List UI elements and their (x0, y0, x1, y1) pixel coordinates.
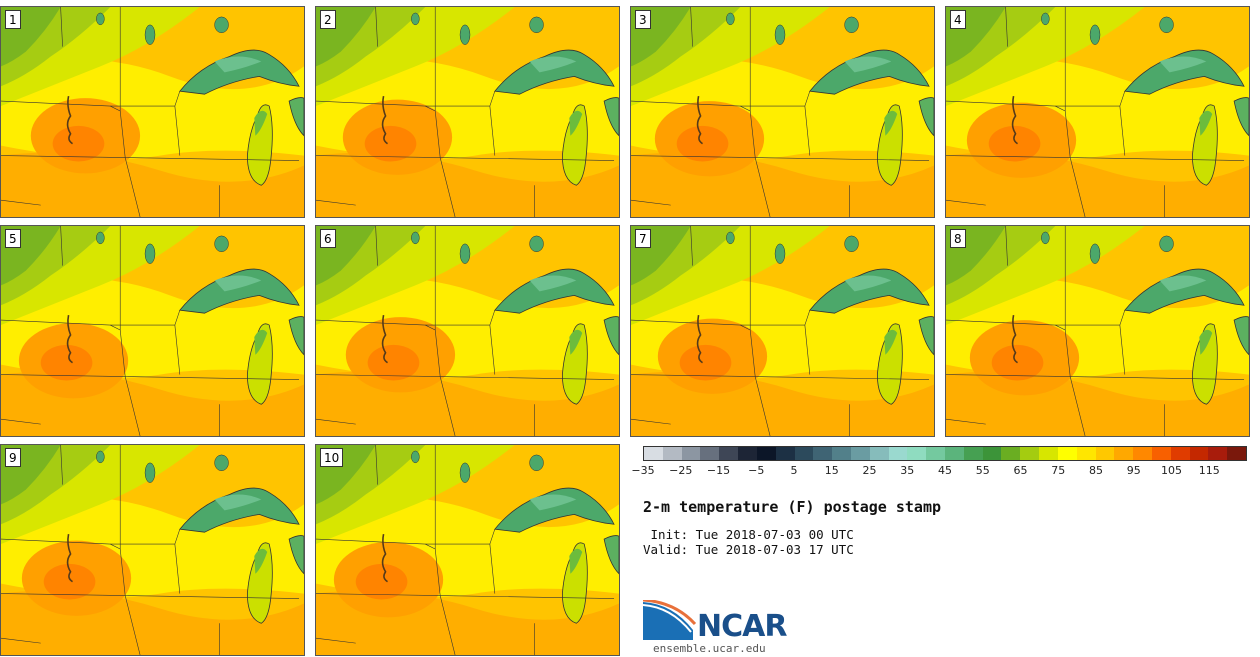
colorbar-swatch (1208, 447, 1228, 460)
temperature-map (946, 7, 1249, 217)
temperature-map (316, 445, 619, 655)
colorbar-swatch (832, 447, 851, 460)
member-panel-1[interactable]: 1 (0, 6, 305, 218)
colorbar-tick: 85 (1089, 464, 1103, 477)
colorbar-tick: 55 (975, 464, 990, 477)
member-number-label: 3 (635, 10, 651, 29)
member-number-label: 4 (950, 10, 966, 29)
colorbar-tick: 115 (1198, 464, 1220, 477)
temperature-colorbar (643, 446, 1247, 461)
colorbar-swatch (850, 447, 870, 460)
colorbar-swatch (869, 447, 889, 460)
temperature-map (1, 7, 304, 217)
colorbar-tick: 105 (1161, 464, 1182, 477)
colorbar-swatch (945, 447, 964, 460)
chart-title: 2-m temperature (F) postage stamp (643, 498, 942, 516)
colorbar-tick: −35 (631, 464, 655, 477)
member-panel-2[interactable]: 2 (315, 6, 620, 218)
member-panel-10[interactable]: 10 (315, 444, 620, 656)
colorbar-tick: 45 (938, 464, 952, 477)
colorbar-tick: 25 (862, 464, 877, 477)
colorbar-tick: −15 (706, 464, 731, 477)
temperature-map (316, 7, 619, 217)
colorbar-tick: 35 (900, 464, 915, 477)
colorbar-swatch (644, 447, 663, 460)
colorbar-swatch (926, 447, 945, 460)
temperature-map (316, 226, 619, 436)
colorbar-swatch (700, 447, 720, 460)
colorbar-swatch (775, 447, 795, 460)
valid-time-label: Valid: Tue 2018-07-03 17 UTC (643, 542, 854, 557)
member-panel-7[interactable]: 7 (630, 225, 935, 437)
member-panel-6[interactable]: 6 (315, 225, 620, 437)
colorbar-swatch (794, 447, 814, 460)
ensemble-url: ensemble.ucar.edu (653, 642, 766, 655)
member-number-label: 2 (320, 10, 336, 29)
colorbar-swatch (813, 447, 833, 460)
member-number-label: 5 (5, 229, 21, 248)
member-number-label: 6 (320, 229, 336, 248)
colorbar-swatch (1001, 447, 1021, 460)
member-number-label: 9 (5, 448, 21, 467)
colorbar-swatch (1020, 447, 1040, 460)
colorbar-tick: −25 (669, 464, 693, 477)
temperature-map (1, 226, 304, 436)
member-number-label: 1 (5, 10, 21, 29)
colorbar-tick: 95 (1126, 464, 1141, 477)
colorbar-swatch (1076, 447, 1096, 460)
colorbar-tick: 5 (790, 464, 798, 477)
member-panel-9[interactable]: 9 (0, 444, 305, 656)
colorbar-swatch (1151, 447, 1171, 460)
colorbar-swatch (1133, 447, 1152, 460)
member-panel-5[interactable]: 5 (0, 225, 305, 437)
colorbar-swatch (738, 447, 757, 460)
ncar-logo-text: NCAR (697, 609, 787, 644)
temperature-map (631, 226, 934, 436)
colorbar-swatch (681, 447, 701, 460)
init-time-label: Init: Tue 2018-07-03 00 UTC (643, 527, 854, 542)
colorbar-tick: −5 (748, 464, 765, 477)
colorbar-swatch (1227, 447, 1246, 460)
temperature-map (946, 226, 1249, 436)
colorbar-swatch (1189, 447, 1209, 460)
colorbar-tick: 75 (1051, 464, 1066, 477)
colorbar-swatch (888, 447, 908, 460)
colorbar-swatch (1170, 447, 1190, 460)
colorbar-swatch (1039, 447, 1058, 460)
temperature-map (1, 445, 304, 655)
colorbar-tick: 65 (1013, 464, 1028, 477)
temperature-map (631, 7, 934, 217)
colorbar-swatch (907, 447, 927, 460)
member-panel-3[interactable]: 3 (630, 6, 935, 218)
colorbar-swatch (982, 447, 1002, 460)
colorbar-swatch (756, 447, 776, 460)
colorbar-tick: 15 (824, 464, 839, 477)
colorbar-tick-labels: −35 −25 −15 −5 5 15 25 35 45 55 65 75 85 95 105 115 (631, 464, 1247, 480)
ncar-logo-icon (643, 600, 697, 640)
colorbar-swatch (1095, 447, 1115, 460)
member-number-label: 8 (950, 229, 966, 248)
member-panel-4[interactable]: 4 (945, 6, 1250, 218)
member-number-label: 7 (635, 229, 651, 248)
colorbar-swatch (662, 447, 682, 460)
member-number-label: 10 (320, 448, 344, 467)
colorbar-swatch (963, 447, 983, 460)
colorbar-swatch (719, 447, 739, 460)
colorbar-swatch (1114, 447, 1134, 460)
colorbar-swatch (1057, 447, 1077, 460)
member-panel-8[interactable]: 8 (945, 225, 1250, 437)
